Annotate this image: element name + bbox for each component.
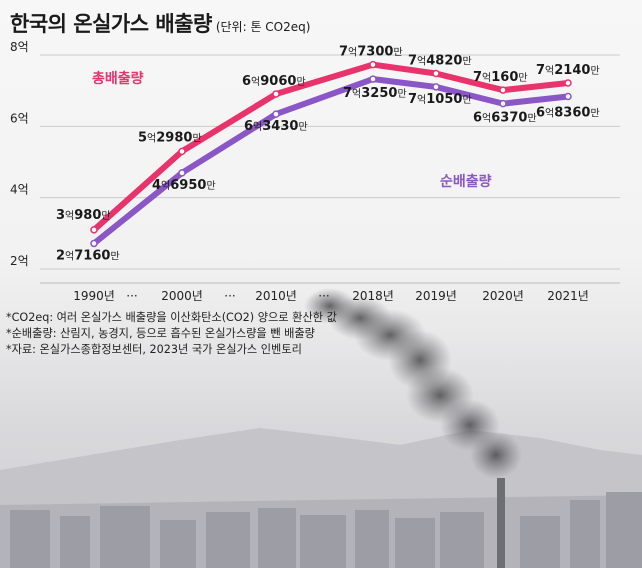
x-tick-label: 2010년 [255, 289, 297, 303]
footnote-net-emissions: *순배출량: 산림지, 농경지, 등으로 흡수된 온실가스량을 뺀 배출량 [6, 327, 315, 340]
x-tick-label: ··· [224, 289, 235, 303]
data-point [369, 75, 377, 83]
data-point [369, 60, 377, 69]
data-label: 6억3430만 [244, 119, 308, 134]
data-point [272, 90, 280, 98]
series-line [91, 61, 571, 233]
series-line [91, 76, 571, 247]
x-tick-label: 2020년 [482, 289, 524, 303]
data-label: 6억6370만 [473, 111, 537, 126]
data-point [499, 99, 507, 108]
x-tick-label: 2019년 [415, 289, 457, 303]
footnote-source: *자료: 온실가스종합정보센터, 2023년 국가 온실가스 인벤토리 [6, 343, 302, 356]
data-point [564, 79, 572, 87]
data-point [272, 110, 280, 118]
data-label: 7억160만 [473, 70, 528, 85]
data-label: 7억1050만 [408, 92, 472, 107]
data-label: 6억9060만 [242, 74, 306, 89]
x-tick-label: ··· [126, 289, 137, 303]
data-point [90, 226, 98, 234]
data-point [564, 92, 572, 101]
y-tick-label: 8억 [10, 40, 29, 54]
data-label: 6억8360만 [536, 106, 600, 121]
data-point [90, 239, 98, 248]
x-tick-label: ··· [318, 289, 329, 303]
unit-label: (단위: 톤 CO2eq) [215, 20, 311, 34]
data-label: 2억7160만 [56, 248, 120, 263]
x-tick-label: 2021년 [547, 289, 589, 303]
y-tick-label: 2억 [10, 254, 29, 268]
data-point [499, 86, 507, 94]
data-label: 7억4820만 [408, 53, 472, 68]
series-name-label: 총배출량 [92, 70, 144, 87]
data-point [432, 83, 440, 91]
x-tick-label: 2018년 [352, 289, 394, 303]
chart-title: 한국의 온실가스 배출량 [10, 12, 212, 36]
data-label: 3억980만 [56, 208, 111, 223]
chart-title-block: 한국의 온실가스 배출량 (단위: 톤 CO2eq) [10, 8, 310, 38]
y-tick-label: 4억 [10, 183, 29, 197]
footnote-co2eq: *CO2eq: 여러 온실가스 배출량을 이산화탄소(CO2) 양으로 환산한 … [6, 311, 337, 324]
series-name-label: 순배출량 [440, 173, 492, 190]
x-tick-label: 2000년 [161, 289, 203, 303]
data-point [178, 147, 186, 156]
data-label: 7억7300만 [339, 45, 403, 60]
data-label: 5억2980만 [138, 130, 202, 145]
data-label: 7억3250만 [343, 86, 407, 101]
data-point [178, 169, 186, 177]
data-label: 4억6950만 [152, 178, 216, 193]
y-tick-label: 6억 [10, 111, 29, 125]
x-tick-label: 1990년 [73, 289, 115, 303]
data-point [432, 69, 440, 78]
footnotes: *CO2eq: 여러 온실가스 배출량을 이산화탄소(CO2) 양으로 환산한 … [6, 310, 337, 358]
data-label: 7억2140만 [536, 63, 600, 78]
